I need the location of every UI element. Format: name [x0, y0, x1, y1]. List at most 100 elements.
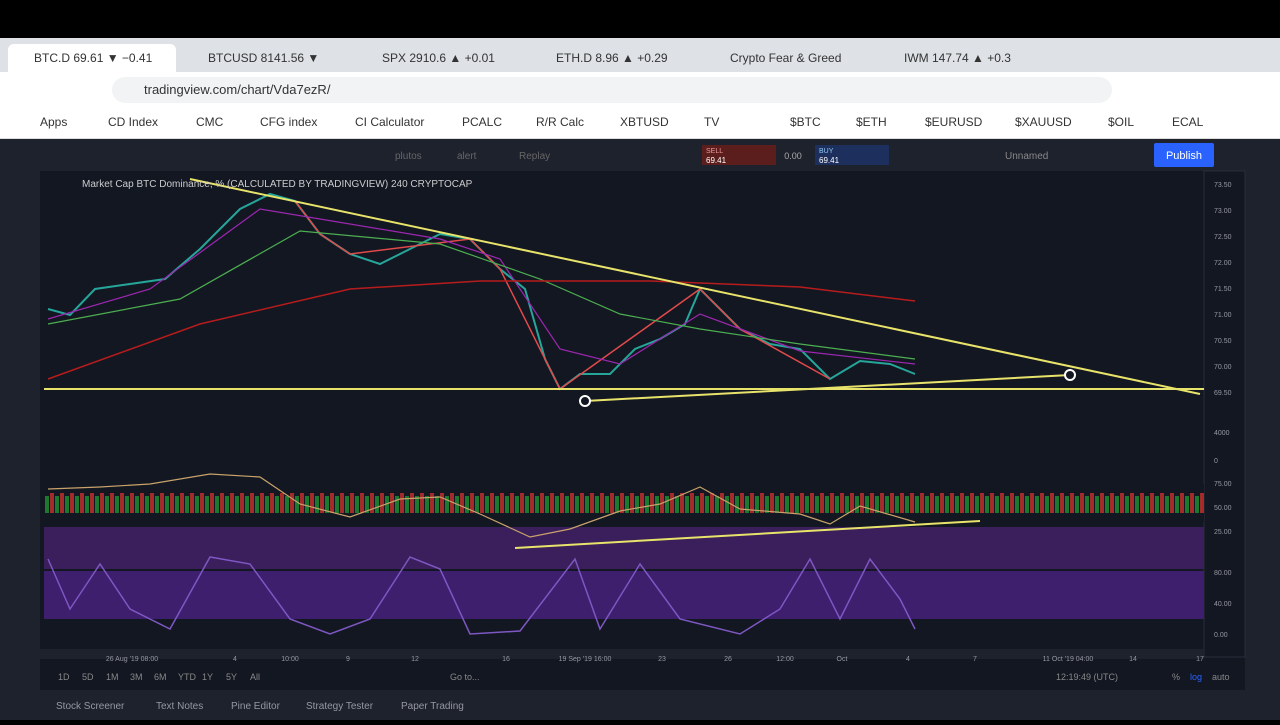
range-button[interactable]: 1M [106, 672, 119, 682]
range-button[interactable]: 5D [82, 672, 94, 682]
axis-label: 25.00 [1214, 529, 1232, 536]
range-button[interactable]: 5Y [226, 672, 237, 682]
time-label: 9 [346, 656, 350, 663]
time-label: 11 Oct '19 04:00 [1043, 656, 1094, 663]
bookmark[interactable]: PCALC [462, 115, 503, 129]
bookmarks-bar: Apps CD Index CMC CFG index CI Calculator PCA… [0, 108, 1280, 139]
bottom-tabs [0, 690, 1280, 720]
range-button[interactable]: 6M [154, 672, 167, 682]
price-series-down [294, 200, 831, 391]
axis-label: 70.50 [1214, 338, 1232, 345]
tab-strip: BTC.D 69.61 ▼ −0.41 BTCUSD 8141.56 ▼ SPX 2… [0, 38, 1280, 72]
time-label: 26 [724, 656, 732, 663]
axis-label: 0.00 [1214, 632, 1228, 639]
handle[interactable] [1064, 369, 1076, 381]
chart-header: Market Cap BTC Dominance, % (CALCULATED … [82, 179, 473, 190]
left-toolbar [0, 171, 40, 720]
price-axis [1203, 170, 1246, 658]
publish-button[interactable] [1154, 143, 1214, 167]
range-button[interactable]: 3M [130, 672, 143, 682]
time-label: 12 [411, 656, 419, 663]
bookmark[interactable]: ECAL [1172, 115, 1204, 129]
pct-toggle[interactable]: % [1172, 672, 1180, 682]
bookmark[interactable]: CI Calculator [355, 115, 425, 129]
bookmark[interactable]: $ETH [856, 115, 887, 129]
browser-tab[interactable]: BTC.D 69.61 ▼ −0.41 [8, 44, 176, 72]
footer-bar [40, 659, 1245, 689]
trendline [189, 178, 1201, 395]
axis-label: 4000 [1214, 430, 1230, 437]
time-label: 10:00 [281, 656, 299, 663]
bookmark[interactable]: CD Index [108, 115, 159, 129]
rsi-band [44, 527, 1204, 569]
price-series [47, 192, 916, 391]
url-field[interactable]: tradingview.com/chart/Vda7ezR/ [112, 77, 1112, 103]
sell-button[interactable] [702, 145, 776, 165]
bookmark[interactable]: $BTC [790, 115, 821, 129]
browser-tab[interactable]: IWM 147.74 ▲ +0.3 [904, 51, 1011, 65]
bottom-tab[interactable]: Pine Editor [231, 701, 281, 712]
ma-mid [47, 230, 916, 360]
publish-label[interactable]: Publish [1166, 150, 1202, 162]
toolbar-item[interactable]: alert [457, 151, 477, 162]
browser-tab[interactable]: SPX 2910.6 ▲ +0.01 [382, 51, 495, 65]
axis-label: 50.00 [1214, 505, 1232, 512]
bottom-tab[interactable]: Strategy Tester [306, 701, 374, 712]
bookmark[interactable]: $EURUSD [925, 115, 983, 129]
log-toggle[interactable]: log [1190, 672, 1202, 682]
axis-label: 71.50 [1214, 286, 1232, 293]
toolbar-item[interactable]: Replay [519, 151, 550, 162]
stoch-band [44, 571, 1204, 619]
time-label: 17 [1196, 656, 1204, 663]
toolbar-item[interactable]: plutos [395, 151, 422, 162]
axis-label: 75.00 [1214, 481, 1232, 488]
browser-tab[interactable]: ETH.D 8.96 ▲ +0.29 [556, 51, 668, 65]
spread: 0.00 [784, 151, 802, 161]
layout-name[interactable]: Unnamed [1005, 151, 1048, 162]
sell-label: SELL [706, 148, 723, 155]
time-label: 12:00 [776, 656, 794, 663]
time-label: 16 [502, 656, 510, 663]
time-label: 19 Sep '19 16:00 [559, 656, 612, 663]
axis-label: 72.00 [1214, 260, 1232, 267]
buy-label: BUY [819, 148, 834, 155]
range-button[interactable]: 1D [58, 672, 70, 682]
time-label: 4 [906, 656, 910, 663]
range-button[interactable]: All [250, 672, 260, 682]
time-label: 7 [973, 656, 977, 663]
bookmark[interactable]: Apps [40, 115, 68, 129]
auto-toggle[interactable]: auto [1212, 672, 1230, 682]
stoch-line [47, 556, 916, 635]
right-toolbar [1245, 171, 1280, 720]
bookmark[interactable]: $XAUUSD [1015, 115, 1072, 129]
range-button[interactable]: YTD [178, 672, 197, 682]
axis-label: 72.50 [1214, 234, 1232, 241]
range-button[interactable]: 1Y [202, 672, 213, 682]
axis-label: 73.50 [1214, 182, 1232, 189]
chart-svg: Publish SELL 69.41 0.00 BUY 69.41 Unname… [0, 139, 1280, 720]
goto[interactable]: Go to... [450, 672, 480, 682]
top-toolbar [0, 139, 1280, 171]
buy-button[interactable] [815, 145, 889, 165]
handle[interactable] [579, 395, 591, 407]
browser-tab[interactable]: Crypto Fear & Greed [730, 51, 842, 65]
bookmark[interactable]: CMC [196, 115, 224, 129]
axis-label: 73.00 [1214, 208, 1232, 215]
bottom-tab[interactable]: Paper Trading [401, 701, 464, 712]
ma-fast [47, 208, 916, 365]
bookmark[interactable]: XBTUSD [620, 115, 669, 129]
time-label: 14 [1129, 656, 1137, 663]
axis-label: 70.00 [1214, 364, 1232, 371]
bookmark[interactable]: R/R Calc [536, 115, 585, 129]
bookmark[interactable]: TV [704, 115, 720, 129]
bottom-tab[interactable]: Text Notes [156, 701, 203, 712]
rsi-line [47, 473, 916, 538]
bookmark[interactable]: CFG index [260, 115, 318, 129]
tradingview: Publish SELL 69.41 0.00 BUY 69.41 Unname… [0, 139, 1280, 720]
time-label: 4 [233, 656, 237, 663]
time-label: 23 [658, 656, 666, 663]
browser-tab[interactable]: BTCUSD 8141.56 ▼ [208, 51, 320, 65]
bottom-tab[interactable]: Stock Screener [56, 701, 125, 712]
bookmark[interactable]: $OIL [1108, 115, 1135, 129]
